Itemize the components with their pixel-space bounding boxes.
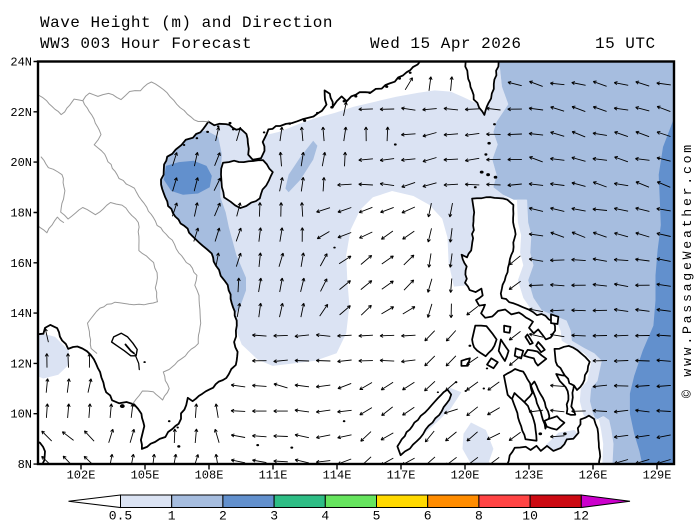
svg-text:WW3 003 Hour Forecast: WW3 003 Hour Forecast [40, 35, 252, 53]
svg-text:102E: 102E [67, 469, 96, 483]
svg-text:0.5: 0.5 [109, 509, 132, 524]
svg-text:14N: 14N [10, 307, 32, 321]
svg-text:10N: 10N [10, 408, 32, 422]
svg-text:123E: 123E [515, 469, 544, 483]
svg-text:20N: 20N [10, 156, 32, 170]
svg-text:22N: 22N [10, 106, 32, 120]
svg-text:4: 4 [321, 509, 329, 524]
svg-text:1: 1 [168, 509, 176, 524]
svg-text:10: 10 [522, 509, 538, 524]
svg-text:Wave Height (m) and Direction: Wave Height (m) and Direction [40, 14, 333, 32]
svg-text:Wed 15 Apr 2026: Wed 15 Apr 2026 [370, 35, 522, 53]
svg-text:8N: 8N [18, 458, 32, 472]
svg-text:6: 6 [424, 509, 432, 524]
svg-text:18N: 18N [10, 207, 32, 221]
svg-text:2: 2 [219, 509, 227, 524]
svg-text:120E: 120E [451, 469, 480, 483]
svg-text:105E: 105E [131, 469, 160, 483]
svg-text:5: 5 [373, 509, 381, 524]
svg-text:111E: 111E [259, 469, 288, 483]
svg-text:3: 3 [270, 509, 278, 524]
svg-text:© www.PassageWeather.com: © www.PassageWeather.com [680, 142, 695, 398]
svg-text:24N: 24N [10, 56, 32, 70]
svg-text:8: 8 [475, 509, 483, 524]
svg-text:12: 12 [573, 509, 589, 524]
svg-text:117E: 117E [387, 469, 416, 483]
svg-text:16N: 16N [10, 257, 32, 271]
svg-text:129E: 129E [643, 469, 672, 483]
svg-text:15 UTC: 15 UTC [595, 35, 656, 53]
svg-text:114E: 114E [323, 469, 352, 483]
svg-text:126E: 126E [579, 469, 608, 483]
svg-text:12N: 12N [10, 357, 32, 371]
svg-text:108E: 108E [195, 469, 224, 483]
